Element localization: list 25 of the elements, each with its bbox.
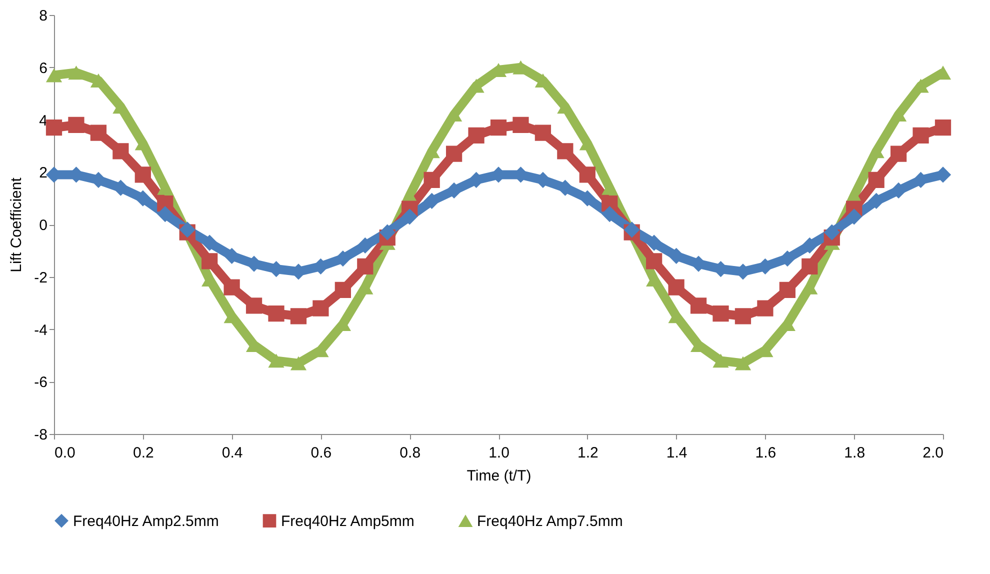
x-tick-label: 2.0 <box>922 444 944 462</box>
x-tick-label: 0.4 <box>222 444 243 462</box>
legend-label: Freq40Hz Amp5mm <box>281 512 414 530</box>
legend-label: Freq40Hz Amp2.5mm <box>73 512 219 530</box>
x-tick-label: 1.6 <box>755 444 776 462</box>
legend-label: Freq40Hz Amp7.5mm <box>477 513 623 530</box>
x-tick-label: 0.2 <box>132 444 154 462</box>
y-tick-label: -4 <box>34 322 48 339</box>
x-tick-label: 0.6 <box>310 444 332 462</box>
x-tick-label: 1.4 <box>666 444 688 462</box>
y-tick-label: 0 <box>39 217 48 234</box>
y-tick-label: 6 <box>39 60 48 77</box>
x-axis-title: Time (t/T) <box>466 468 532 484</box>
x-tick-label: 0.8 <box>400 444 421 462</box>
y-tick-label: -6 <box>34 374 48 392</box>
y-tick-label: 8 <box>39 8 48 24</box>
y-axis-title: Lift Coefficient <box>8 176 26 272</box>
y-tick-label: -2 <box>34 269 48 286</box>
x-tick-label: 0.0 <box>54 444 76 462</box>
x-tick-label: 1.2 <box>577 444 598 462</box>
y-tick-label: 4 <box>39 112 48 130</box>
y-tick-label: 2 <box>39 164 48 182</box>
x-tick-label: 1.8 <box>844 444 866 462</box>
y-tick-label: -8 <box>34 426 48 444</box>
x-tick-label: 1.0 <box>488 444 510 462</box>
